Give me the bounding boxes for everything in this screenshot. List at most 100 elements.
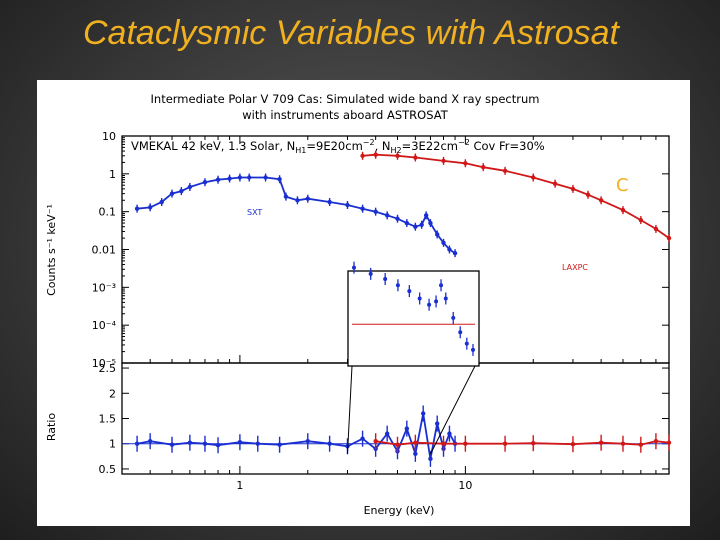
ratio-laxpc-point (531, 441, 536, 446)
slide-title: Cataclysmic Variables with Astrosat (83, 14, 619, 52)
ratio-sxt-point (134, 441, 140, 446)
ratio-laxpc-point (502, 441, 508, 446)
inset-connector-right (430, 365, 476, 455)
y-tick-label: 10⁻³ (92, 281, 116, 294)
sxt-point (215, 177, 221, 182)
laxpc-point (598, 198, 604, 203)
x-tick-label: 10 (458, 479, 472, 492)
inset-point (443, 296, 448, 301)
ratio-y-tick-label: 0.5 (99, 463, 117, 476)
sxt-point (263, 175, 268, 180)
ratio-sxt-point (255, 441, 260, 446)
ratio-sxt-point (435, 421, 440, 426)
ratio-sxt-point (237, 440, 243, 445)
x-tick-label: 1 (236, 479, 243, 492)
sxt-point (404, 220, 410, 226)
y-tick-label: 10⁻⁴ (92, 319, 117, 332)
sxt-point (373, 209, 378, 214)
sxt-point (237, 175, 243, 180)
laxpc-point (395, 153, 400, 158)
ratio-y-tick-label: 2 (109, 387, 116, 400)
sxt-point (247, 175, 252, 180)
ratio-laxpc-point (598, 440, 604, 445)
ratio-sxt-point (187, 440, 193, 445)
ratio-sxt-point (447, 431, 452, 436)
inset-point (464, 341, 469, 346)
laxpc-point (463, 161, 468, 166)
laxpc-point (373, 152, 378, 157)
inset-point (407, 289, 412, 294)
figure-panel: Intermediate Polar V 709 Cas: Simulated … (37, 80, 690, 526)
laxpc-point (620, 207, 626, 213)
sxt-point (360, 206, 365, 211)
ratio-laxpc-point (638, 442, 644, 447)
ratio-sxt-point (404, 426, 410, 431)
ratio-sxt-point (169, 442, 175, 447)
sxt-point (147, 205, 153, 210)
inset-point (439, 283, 444, 288)
inset-point (471, 347, 475, 352)
inset-point (458, 330, 463, 335)
ratio-laxpc-point (620, 441, 626, 446)
inset-point (368, 271, 373, 276)
inset-point (451, 315, 456, 320)
laxpc-point (481, 164, 486, 170)
laxpc-point (552, 181, 558, 186)
ratio-sxt-point (327, 441, 332, 446)
sxt-point (413, 224, 418, 229)
sxt-point (419, 222, 424, 227)
y-tick-label: 10 (102, 130, 116, 143)
sxt-point (283, 194, 289, 199)
laxpc-point (441, 158, 446, 164)
y-tick-label: 0.1 (99, 206, 117, 219)
sxt-point (169, 191, 175, 196)
ratio-sxt-point (147, 439, 153, 444)
ratio-sxt-line (136, 413, 456, 460)
x-axis-label: Energy (keV) (364, 504, 435, 517)
sxt-point (327, 199, 332, 205)
sxt-point (435, 232, 440, 237)
ratio-panel: 2.5 2 1.5 1 0.5 1 10 (99, 362, 672, 492)
y-tick-label: 10⁻⁵ (92, 357, 116, 370)
laxpc-point (666, 235, 672, 241)
sxt-point (447, 247, 452, 252)
sxt-point (395, 216, 400, 221)
label-partial-c: C (616, 175, 629, 196)
y-tick-label: 0.01 (92, 244, 117, 257)
laxpc-point (653, 226, 659, 232)
ratio-sxt-point (277, 442, 282, 447)
ratio-laxpc-point (441, 441, 446, 446)
sxt-point (423, 213, 429, 218)
ratio-y-tick-label: 1.5 (99, 413, 117, 426)
inset-point (427, 302, 432, 307)
ratio-sxt-point (202, 441, 208, 446)
inset-point (383, 277, 388, 281)
ratio-laxpc-point (463, 441, 468, 446)
figure-title-line2: with instruments aboard ASTROSAT (242, 108, 448, 122)
ratio-laxpc-point (570, 442, 576, 447)
ratio-y-tick-label: 2.5 (99, 362, 117, 375)
ratio-laxpc-point (653, 439, 659, 444)
laxpc-point (360, 153, 365, 158)
inset-frame (347, 270, 480, 367)
sxt-point (159, 199, 164, 205)
model-annotation: VMEKAL 42 keV, 1.3 Solar, NH1=9E20cm−2, … (131, 138, 545, 155)
ratio-sxt-point (384, 431, 390, 436)
laxpc-point (570, 186, 576, 192)
ratio-laxpc-point (395, 442, 400, 447)
y-axis-label-ratio: Ratio (45, 413, 58, 442)
sxt-point (345, 202, 350, 208)
inset-point (434, 299, 439, 304)
laxpc-point (531, 175, 536, 180)
ratio-sxt-point (420, 411, 426, 416)
ratio-y-tick-label: 1 (109, 438, 116, 451)
sxt-point (134, 206, 140, 211)
laxpc-point (413, 155, 418, 160)
ratio-laxpc-point (373, 439, 378, 444)
sxt-point (441, 240, 446, 246)
spectrum-chart: Intermediate Polar V 709 Cas: Simulated … (45, 92, 672, 517)
zoom-inset (346, 261, 480, 455)
inset-point (417, 296, 422, 301)
ratio-sxt-point (215, 443, 221, 448)
sxt-point (227, 176, 232, 181)
